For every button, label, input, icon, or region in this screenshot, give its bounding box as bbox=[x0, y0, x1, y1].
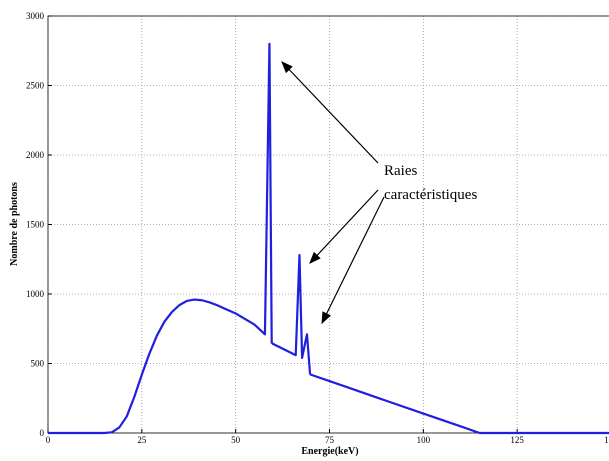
y-axis-label: Nombre de photons bbox=[9, 182, 20, 266]
x-tick-label: 0 bbox=[46, 435, 51, 445]
x-tick-label: 100 bbox=[417, 435, 431, 445]
arrow bbox=[309, 189, 379, 264]
annotation: Raies bbox=[384, 163, 417, 179]
x-axis-label: Energie(keV) bbox=[301, 446, 358, 457]
y-tick-label: 1000 bbox=[26, 289, 45, 299]
y-tick-label: 1500 bbox=[26, 220, 45, 230]
spectrum-line bbox=[48, 42, 609, 435]
y-tick-label: 500 bbox=[31, 359, 45, 369]
x-tick-label: 50 bbox=[231, 435, 241, 445]
arrow bbox=[321, 196, 385, 325]
x-tick-label: 125 bbox=[510, 435, 524, 445]
y-tick-label: 3000 bbox=[26, 11, 45, 21]
x-tick-label: 150 bbox=[604, 435, 609, 445]
annotation: caractéristiques bbox=[384, 187, 477, 203]
x-tick-label: 75 bbox=[325, 435, 335, 445]
y-tick-label: 2500 bbox=[26, 81, 45, 91]
x-tick-label: 25 bbox=[137, 435, 147, 445]
y-tick-label: 2000 bbox=[26, 150, 45, 160]
arrow bbox=[281, 61, 379, 164]
y-tick-label: 0 bbox=[40, 428, 45, 438]
